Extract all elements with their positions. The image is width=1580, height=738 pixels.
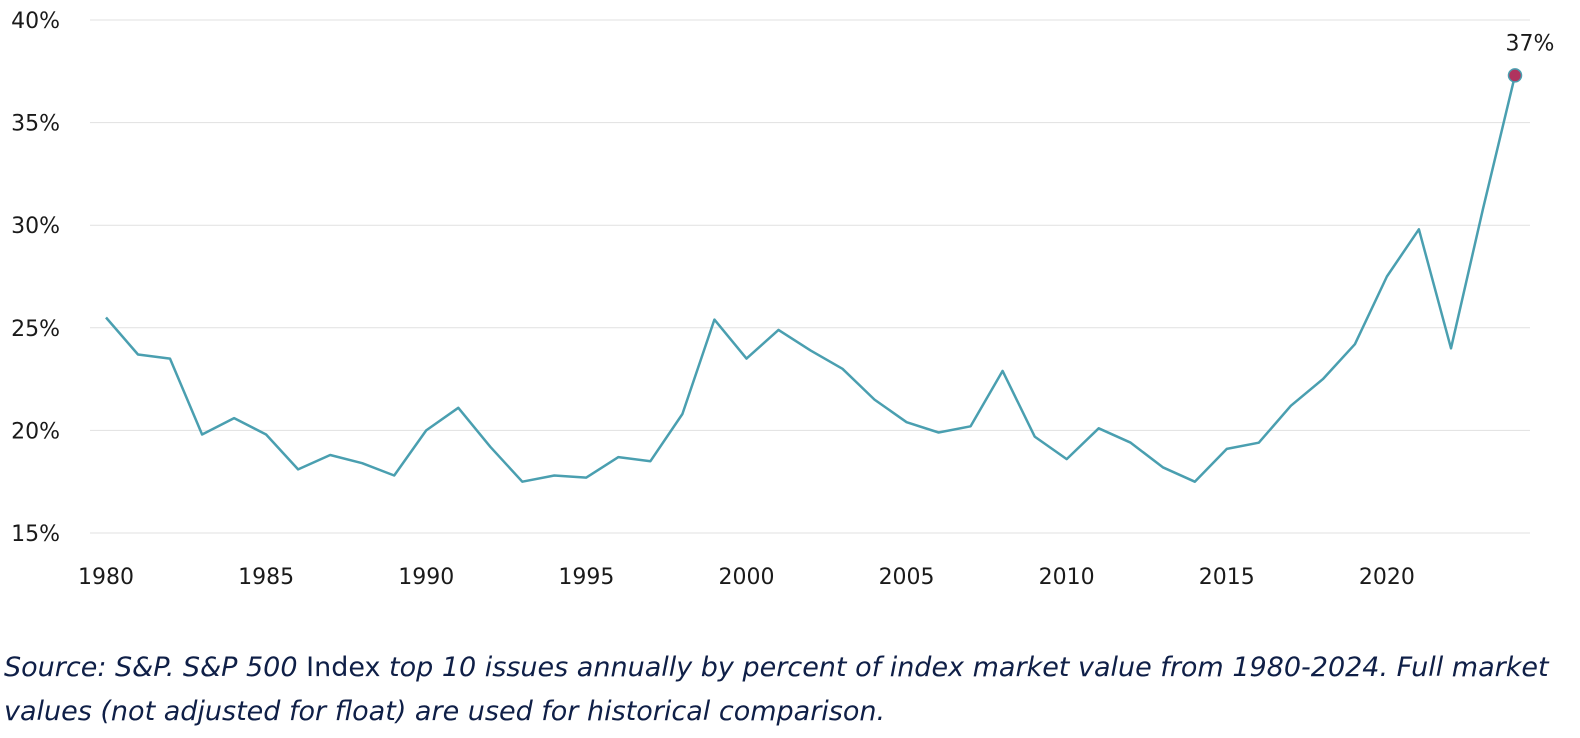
data-points <box>1507 68 1523 83</box>
x-tick-label: 1985 <box>238 565 294 590</box>
data-label: 37% <box>1506 31 1555 56</box>
x-tick-label: 2020 <box>1359 565 1415 590</box>
y-tick-label: 30% <box>11 214 60 239</box>
y-tick-label: 20% <box>11 419 60 444</box>
caption-part-2: Index <box>297 652 390 683</box>
x-tick-label: 2005 <box>879 565 935 590</box>
x-tick-label: 2010 <box>1039 565 1095 590</box>
x-tick-label: 2015 <box>1199 565 1255 590</box>
gridlines <box>90 19 1530 534</box>
y-tick-label: 35% <box>11 112 60 137</box>
series-line <box>105 75 1517 483</box>
y-axis: 15% 20% 25% 30% 35% 40% <box>11 9 60 547</box>
y-tick-label: 15% <box>11 522 60 547</box>
x-tick-label: 1980 <box>78 565 134 590</box>
source-caption: Source: S&P. S&P 500 Index top 10 issues… <box>4 646 1564 734</box>
y-tick-label: 40% <box>11 9 60 34</box>
x-axis: 1980 1985 1990 1995 2000 2005 2010 2015 2020 <box>78 565 1415 590</box>
caption-part-3: top 10 issues annually by percent of ind… <box>4 652 1549 727</box>
line-chart: 15% 20% 25% 30% 35% 40% 1980 1985 1990 1995 2000 2… <box>11 9 1555 590</box>
annotations: 37% <box>1506 31 1555 56</box>
x-tick-label: 2000 <box>718 565 774 590</box>
x-tick-label: 1990 <box>398 565 454 590</box>
x-tick-label: 1995 <box>558 565 614 590</box>
highlight-point <box>1507 68 1523 83</box>
caption-part-1: Source: S&P. S&P 500 <box>4 652 298 683</box>
y-tick-label: 25% <box>11 317 60 342</box>
